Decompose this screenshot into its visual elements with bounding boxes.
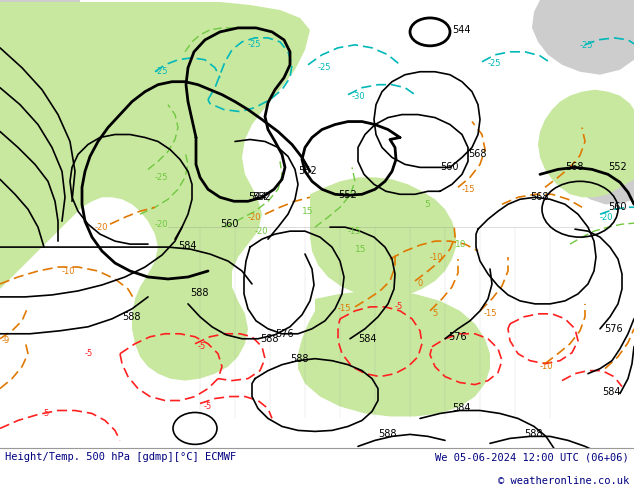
Text: -5: -5 [198,342,206,351]
Text: 560: 560 [608,202,626,212]
Text: -15: -15 [348,227,361,236]
Text: 576: 576 [275,329,294,339]
Text: -15: -15 [462,185,476,194]
Text: 15: 15 [355,245,366,254]
Text: -20: -20 [95,222,108,232]
Text: 544: 544 [452,25,470,35]
Text: We 05-06-2024 12:00 UTC (06+06): We 05-06-2024 12:00 UTC (06+06) [436,452,629,463]
Text: 584: 584 [358,334,377,344]
Text: -20: -20 [600,213,614,221]
Text: 584: 584 [602,387,621,396]
Polygon shape [298,291,490,416]
Text: 588: 588 [190,288,209,298]
Polygon shape [0,2,310,381]
Text: -30: -30 [352,92,366,101]
Text: 588: 588 [378,429,396,440]
Text: -20: -20 [248,213,261,221]
Text: 552: 552 [298,167,317,176]
Text: -25: -25 [580,41,593,50]
Text: -25: -25 [155,173,169,182]
Text: -15: -15 [338,304,351,314]
Text: 576: 576 [604,324,623,334]
Text: 0: 0 [418,279,424,289]
Text: -10: -10 [62,267,75,275]
Text: 584: 584 [178,241,197,251]
Text: 588: 588 [524,429,543,440]
Text: 560: 560 [220,219,238,229]
Polygon shape [310,177,456,297]
Text: 552: 552 [252,192,271,202]
Text: 10: 10 [455,240,467,248]
Text: -5: -5 [85,349,93,358]
Text: 584: 584 [452,403,470,414]
Text: -25: -25 [318,63,332,72]
Text: -5: -5 [395,302,403,311]
Text: 588: 588 [290,354,309,364]
Text: 576: 576 [448,332,467,342]
Text: -5: -5 [204,402,212,411]
Polygon shape [532,0,634,75]
Text: 5: 5 [432,309,437,318]
Text: -20: -20 [255,227,269,236]
Polygon shape [0,0,80,62]
Text: 15: 15 [302,207,313,216]
Text: -10: -10 [540,362,553,371]
Text: 588: 588 [122,312,141,322]
Text: 568: 568 [468,149,486,159]
Text: -25: -25 [488,59,501,68]
Text: 552: 552 [338,190,357,200]
Text: 568: 568 [565,162,583,172]
Text: -25: -25 [155,67,169,76]
Text: 588: 588 [260,334,278,344]
Text: 552: 552 [608,162,627,172]
Text: © weatheronline.co.uk: © weatheronline.co.uk [498,476,629,486]
Text: -5: -5 [42,409,50,418]
Text: 544: 544 [248,192,266,202]
Text: -20: -20 [155,220,169,229]
Text: 568: 568 [530,192,548,202]
Polygon shape [572,147,634,204]
Polygon shape [318,2,634,197]
Text: -10: -10 [430,252,444,262]
Text: -15: -15 [484,309,498,318]
Text: 560: 560 [440,162,458,172]
Text: -25: -25 [248,40,261,49]
Text: Height/Temp. 500 hPa [gdmp][°C] ECMWF: Height/Temp. 500 hPa [gdmp][°C] ECMWF [5,452,236,463]
Text: 5: 5 [424,200,430,209]
Text: -9: -9 [2,336,10,345]
